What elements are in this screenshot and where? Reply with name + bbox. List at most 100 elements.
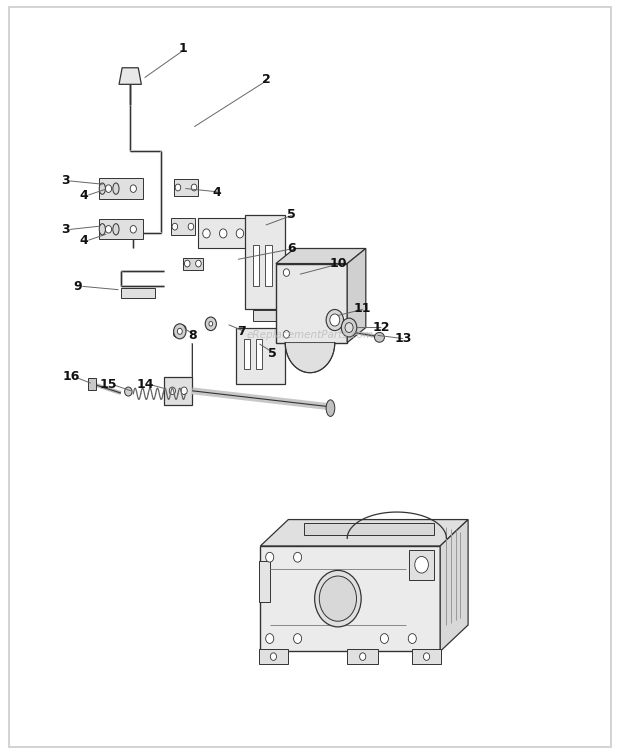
Ellipse shape: [409, 634, 417, 643]
Ellipse shape: [175, 184, 181, 191]
Polygon shape: [347, 248, 366, 343]
Ellipse shape: [125, 387, 132, 396]
Ellipse shape: [330, 314, 340, 326]
Polygon shape: [304, 523, 434, 535]
Polygon shape: [116, 224, 136, 235]
Text: 9: 9: [73, 279, 82, 293]
Ellipse shape: [294, 634, 301, 643]
Ellipse shape: [130, 226, 136, 233]
Ellipse shape: [381, 634, 388, 643]
Ellipse shape: [105, 185, 112, 193]
Ellipse shape: [181, 387, 187, 395]
Ellipse shape: [174, 324, 186, 339]
Text: 7: 7: [237, 325, 246, 338]
Ellipse shape: [283, 331, 290, 338]
Polygon shape: [259, 649, 288, 664]
Text: eReplacementParts.com: eReplacementParts.com: [246, 330, 374, 340]
Text: 1: 1: [179, 42, 187, 56]
Polygon shape: [174, 179, 198, 196]
Ellipse shape: [99, 183, 105, 194]
Text: 6: 6: [287, 242, 296, 255]
Polygon shape: [276, 264, 347, 343]
Text: 16: 16: [63, 370, 80, 383]
Ellipse shape: [341, 319, 356, 337]
Ellipse shape: [415, 556, 428, 573]
Ellipse shape: [188, 224, 193, 230]
Text: 3: 3: [61, 174, 69, 187]
Polygon shape: [260, 546, 440, 651]
Ellipse shape: [99, 224, 105, 235]
Polygon shape: [198, 218, 248, 248]
Ellipse shape: [203, 229, 210, 238]
Polygon shape: [276, 248, 366, 264]
Polygon shape: [236, 328, 285, 384]
Ellipse shape: [345, 323, 353, 333]
Polygon shape: [259, 561, 270, 602]
Ellipse shape: [219, 229, 227, 238]
Text: 5: 5: [287, 208, 296, 221]
Polygon shape: [164, 376, 192, 405]
Polygon shape: [260, 520, 468, 546]
Ellipse shape: [113, 224, 119, 235]
Polygon shape: [409, 550, 434, 580]
Ellipse shape: [205, 317, 216, 331]
Polygon shape: [412, 649, 441, 664]
Text: 14: 14: [137, 377, 154, 391]
Text: 4: 4: [213, 185, 221, 199]
Polygon shape: [102, 183, 122, 194]
Text: 5: 5: [268, 347, 277, 361]
Ellipse shape: [270, 653, 277, 660]
Ellipse shape: [266, 553, 273, 562]
Ellipse shape: [326, 400, 335, 416]
Ellipse shape: [113, 183, 119, 194]
Ellipse shape: [130, 185, 136, 193]
Text: 12: 12: [373, 321, 390, 334]
Text: 13: 13: [394, 332, 412, 346]
Ellipse shape: [169, 387, 175, 395]
Polygon shape: [170, 218, 195, 235]
Ellipse shape: [283, 269, 290, 276]
Polygon shape: [99, 178, 143, 199]
Polygon shape: [88, 378, 96, 390]
Ellipse shape: [360, 653, 366, 660]
Polygon shape: [183, 258, 203, 270]
Polygon shape: [116, 183, 136, 194]
Ellipse shape: [209, 322, 213, 326]
Ellipse shape: [315, 571, 361, 626]
Ellipse shape: [326, 309, 343, 331]
Ellipse shape: [191, 184, 197, 191]
Text: 8: 8: [188, 328, 197, 342]
Ellipse shape: [185, 261, 190, 267]
Ellipse shape: [172, 224, 177, 230]
Polygon shape: [253, 310, 279, 321]
Polygon shape: [119, 68, 141, 84]
Bar: [256, 339, 262, 369]
Polygon shape: [285, 343, 335, 373]
Bar: [244, 339, 250, 369]
Ellipse shape: [105, 226, 112, 233]
Ellipse shape: [374, 333, 384, 342]
Ellipse shape: [266, 634, 273, 643]
Ellipse shape: [294, 553, 301, 562]
Text: 3: 3: [61, 223, 69, 236]
Polygon shape: [121, 288, 155, 298]
Polygon shape: [102, 224, 122, 235]
Polygon shape: [440, 520, 468, 651]
Ellipse shape: [319, 576, 356, 621]
Polygon shape: [245, 215, 285, 309]
Ellipse shape: [177, 328, 182, 334]
Bar: [253, 245, 259, 286]
Text: 15: 15: [100, 377, 117, 391]
Ellipse shape: [174, 325, 186, 337]
Text: 4: 4: [79, 234, 88, 248]
Ellipse shape: [196, 261, 201, 267]
Text: 4: 4: [79, 189, 88, 203]
Text: 11: 11: [354, 302, 371, 316]
Ellipse shape: [236, 229, 244, 238]
Text: 2: 2: [262, 72, 271, 86]
Polygon shape: [99, 219, 143, 239]
Bar: [265, 245, 272, 286]
Text: 10: 10: [329, 257, 347, 270]
Ellipse shape: [423, 653, 430, 660]
Polygon shape: [347, 649, 378, 664]
